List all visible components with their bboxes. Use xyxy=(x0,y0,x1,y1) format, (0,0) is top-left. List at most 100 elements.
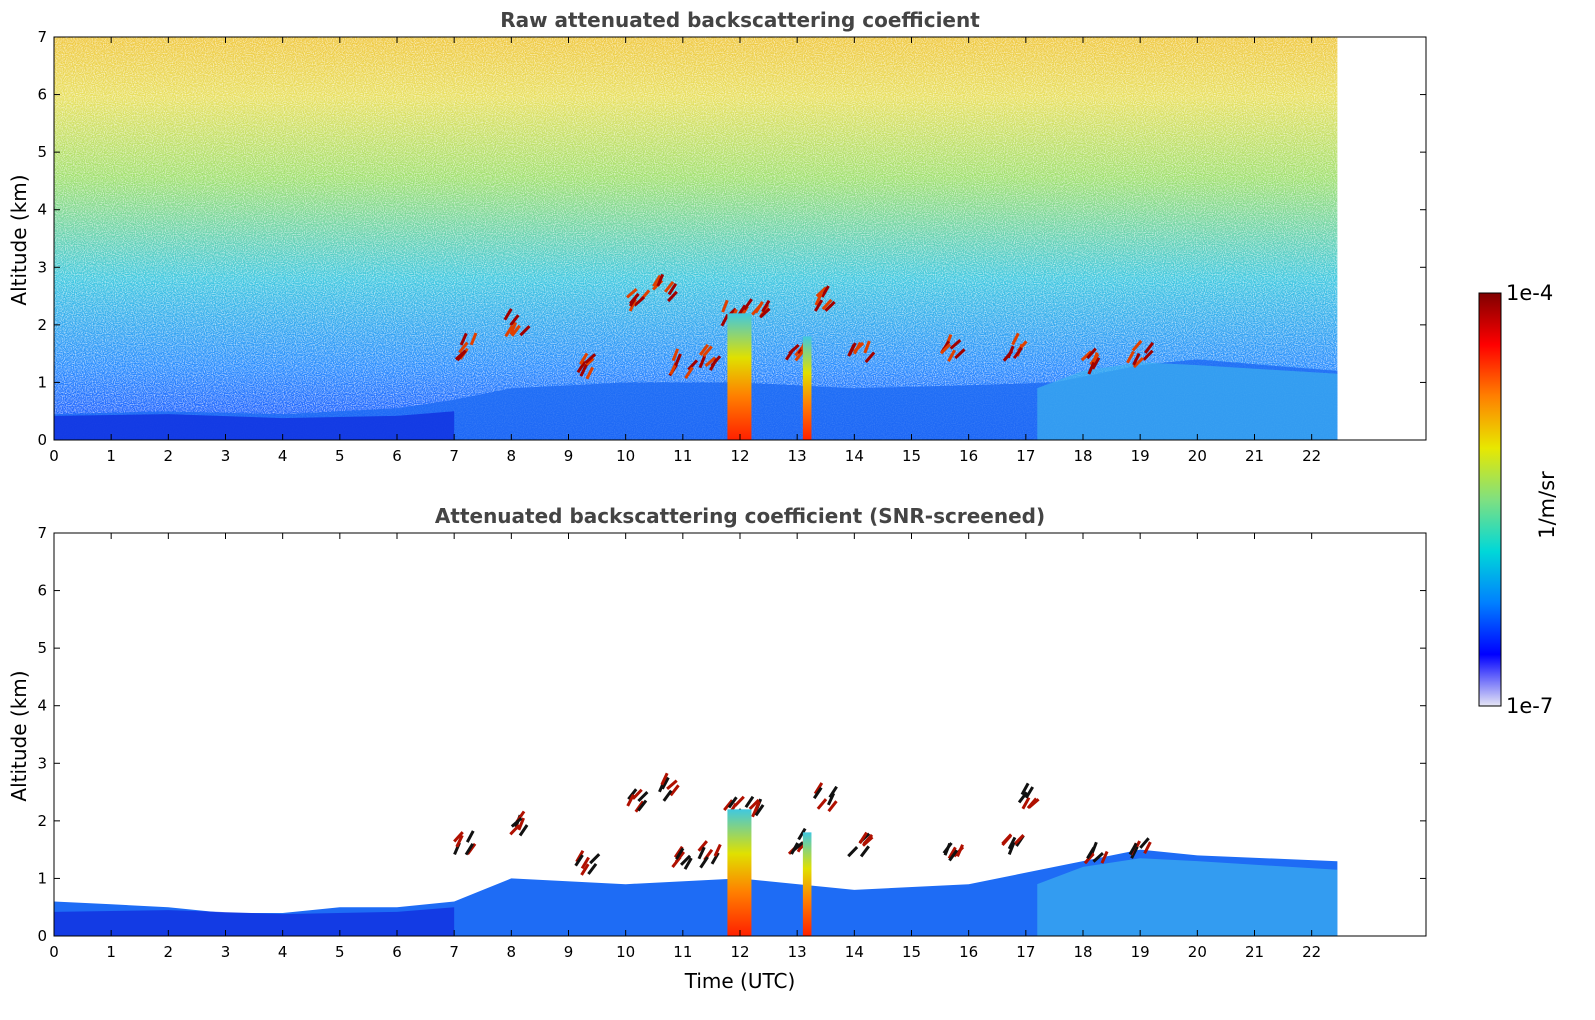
x-tick-label: 19 xyxy=(1131,447,1150,465)
y-tick-label: 1 xyxy=(37,373,47,391)
x-tick-label: 1 xyxy=(106,943,116,961)
x-tick-label: 13 xyxy=(788,447,807,465)
nocturnal-layer xyxy=(54,411,455,440)
cloud-patch xyxy=(652,273,678,303)
x-tick-label: 16 xyxy=(959,447,978,465)
cloud-patch xyxy=(1126,339,1155,369)
y-tick-label: 3 xyxy=(37,258,47,276)
y-tick-label: 4 xyxy=(37,697,47,715)
y-tick-label: 4 xyxy=(37,201,47,219)
x-tick-label: 22 xyxy=(1302,943,1321,961)
panel-raw: Raw attenuated backscattering coefficien… xyxy=(7,8,1427,465)
x-tick-label: 7 xyxy=(449,447,459,465)
cloud-patch xyxy=(668,348,699,379)
x-tick-label: 22 xyxy=(1302,447,1321,465)
panel-screened-y-axis: 0 1 2 3 4 5 6 7 xyxy=(37,524,1426,945)
cloud-patch xyxy=(509,810,529,837)
x-tick-label: 20 xyxy=(1188,447,1207,465)
x-tick-label: 11 xyxy=(673,447,692,465)
cloud-patch xyxy=(942,842,965,862)
colorbar: 1e-4 1e-7 1/m/sr xyxy=(1478,281,1559,718)
x-tick-label: 9 xyxy=(564,447,574,465)
x-tick-label: 9 xyxy=(564,943,574,961)
cloud-patch xyxy=(454,332,478,362)
y-tick-label: 7 xyxy=(37,28,47,46)
x-tick-label: 16 xyxy=(959,943,978,961)
x-tick-label: 17 xyxy=(1016,447,1035,465)
cloud-patch xyxy=(814,285,836,312)
cloud-patch xyxy=(1128,837,1152,859)
x-tick-label: 6 xyxy=(392,943,402,961)
x-tick-label: 0 xyxy=(49,943,59,961)
x-tick-label: 14 xyxy=(845,447,864,465)
x-tick-label: 7 xyxy=(449,943,459,961)
y-tick-label: 0 xyxy=(37,927,47,945)
x-tick-label: 2 xyxy=(164,447,174,465)
x-tick-label: 10 xyxy=(616,943,635,961)
y-tick-label: 3 xyxy=(37,754,47,772)
x-tick-label: 5 xyxy=(335,447,345,465)
x-tick-label: 0 xyxy=(49,447,59,465)
x-tick-label: 20 xyxy=(1188,943,1207,961)
cloud-patch xyxy=(847,340,876,364)
x-tick-label: 21 xyxy=(1245,943,1264,961)
x-tick-label: 4 xyxy=(278,447,288,465)
afternoon-layer xyxy=(1037,362,1338,440)
x-tick-label: 10 xyxy=(616,447,635,465)
x-tick-label: 2 xyxy=(164,943,174,961)
x-tick-label: 18 xyxy=(1073,447,1092,465)
cloud-patch xyxy=(698,343,722,371)
cloud-patch xyxy=(812,782,838,813)
colorbar-bar xyxy=(1478,292,1502,707)
panel-raw-title: Raw attenuated backscattering coefficien… xyxy=(500,8,980,32)
x-tick-label: 15 xyxy=(902,447,921,465)
x-tick-label: 8 xyxy=(507,447,517,465)
x-tick-label: 11 xyxy=(673,943,692,961)
cloud-patch xyxy=(574,849,601,876)
panel-screened-y-label: Altitude (km) xyxy=(7,670,31,801)
y-tick-label: 2 xyxy=(37,812,47,830)
y-tick-label: 7 xyxy=(37,524,47,542)
x-tick-label: 13 xyxy=(788,943,807,961)
x-tick-label: 3 xyxy=(221,447,231,465)
cloud-patch xyxy=(1017,782,1040,810)
y-tick-label: 2 xyxy=(37,316,47,334)
cloud-patch xyxy=(453,830,477,856)
cloud-patch xyxy=(626,287,651,312)
y-tick-label: 5 xyxy=(37,639,47,657)
panel-screened-x-label: Time (UTC) xyxy=(684,969,796,993)
x-tick-label: 5 xyxy=(335,943,345,961)
x-tick-label: 18 xyxy=(1073,943,1092,961)
cloud-patch xyxy=(744,795,765,818)
x-tick-label: 17 xyxy=(1016,943,1035,961)
cloud-patch xyxy=(847,831,874,858)
cloud-patch xyxy=(626,788,649,813)
x-tick-label: 8 xyxy=(507,943,517,961)
y-tick-label: 6 xyxy=(37,86,47,104)
cloud-patch xyxy=(1083,841,1109,865)
cloud-patch xyxy=(743,298,771,319)
panel-raw-plot-area xyxy=(54,37,1338,440)
rain-column xyxy=(727,809,752,936)
panel-screened-title: Attenuated backscattering coefficient (S… xyxy=(435,504,1045,528)
x-tick-label: 1 xyxy=(106,447,116,465)
afternoon-layer xyxy=(1037,858,1338,936)
y-tick-label: 1 xyxy=(37,869,47,887)
x-tick-label: 19 xyxy=(1131,943,1150,961)
cloud-patch xyxy=(671,845,693,870)
x-tick-label: 12 xyxy=(730,447,749,465)
y-tick-label: 6 xyxy=(37,582,47,600)
cloud-patch xyxy=(939,334,966,362)
nocturnal-layer xyxy=(54,907,455,936)
panel-raw-x-axis: 0 1 2 3 4 5 6 7 8 9 10 11 12 13 14 15 16 17 18 19 20 21 22 xyxy=(49,37,1321,465)
panel-raw-y-label: Altitude (km) xyxy=(7,174,31,305)
colorbar-min-label: 1e-7 xyxy=(1506,694,1553,718)
panel-raw-y-axis: 0 1 2 3 4 5 6 7 xyxy=(37,28,1426,449)
cloud-patch xyxy=(503,308,531,338)
rain-column xyxy=(727,313,752,440)
panel-screened-x-axis: 0 1 2 3 4 5 6 7 8 9 10 11 12 13 14 15 16 17 18 19 20 21 22 xyxy=(49,533,1321,961)
y-tick-label: 5 xyxy=(37,143,47,161)
rain-column xyxy=(802,832,812,936)
cloud-patch xyxy=(658,772,680,802)
